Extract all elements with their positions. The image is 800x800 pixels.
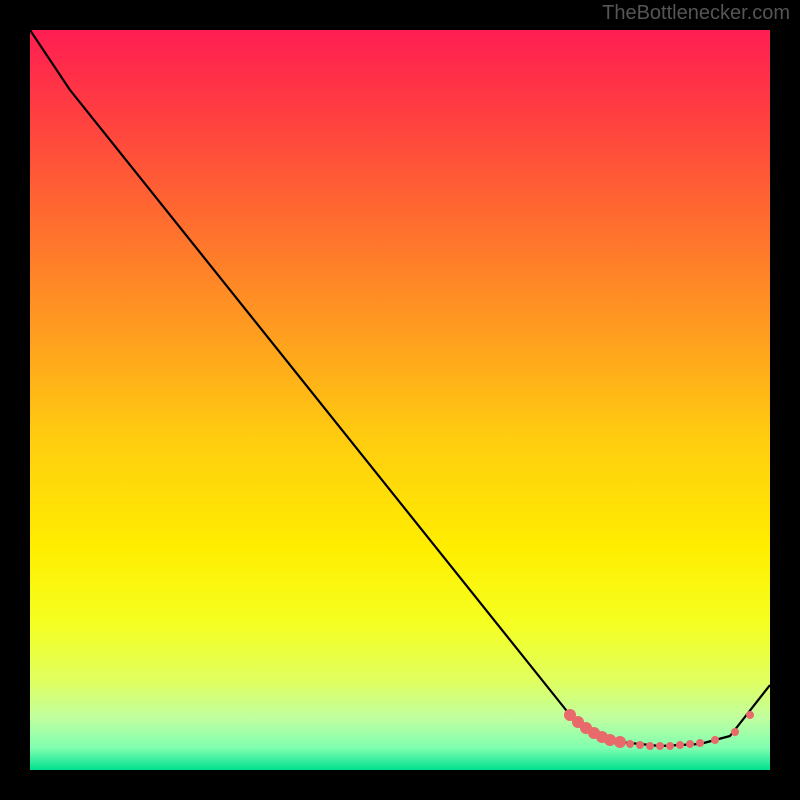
data-marker	[746, 711, 754, 719]
data-marker	[666, 742, 674, 750]
chart-container	[30, 30, 770, 770]
data-marker	[686, 740, 694, 748]
data-marker	[676, 741, 684, 749]
chart-background	[30, 30, 770, 770]
chart-svg	[30, 30, 770, 770]
data-marker	[614, 736, 626, 748]
watermark-text: TheBottlenecker.com	[602, 2, 790, 25]
data-marker	[656, 742, 664, 750]
data-marker	[636, 741, 644, 749]
data-marker	[646, 742, 654, 750]
data-marker	[731, 728, 739, 736]
data-marker	[696, 739, 704, 747]
data-marker	[626, 740, 634, 748]
data-marker	[604, 734, 616, 746]
data-marker	[711, 736, 719, 744]
